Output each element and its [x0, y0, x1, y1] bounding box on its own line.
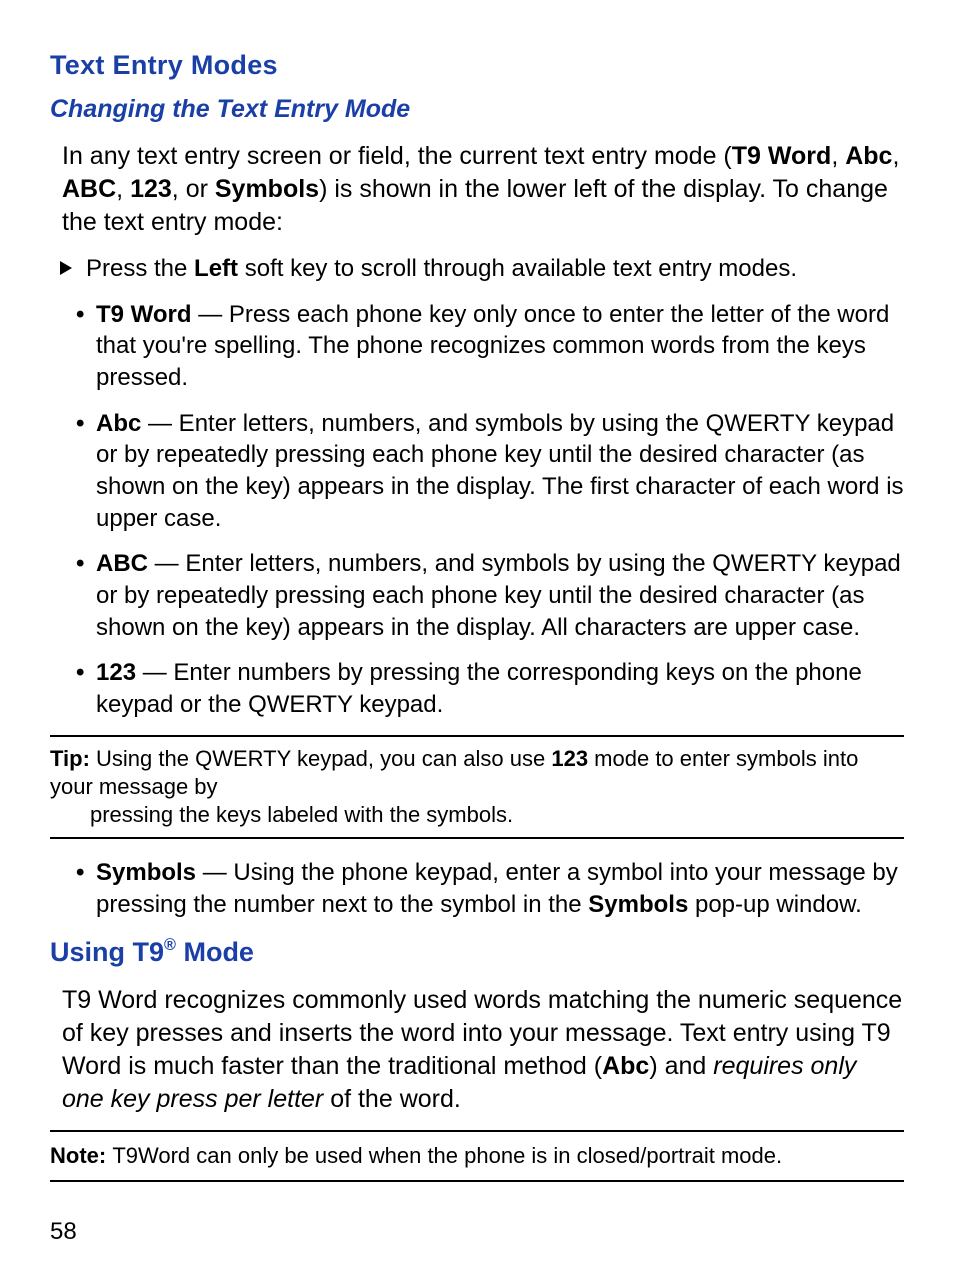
item-desc: — Press each phone key only once to ente… [96, 301, 889, 391]
item-desc: — Enter numbers by pressing the correspo… [96, 659, 862, 718]
mode-123: 123 [551, 746, 588, 771]
text: Press the [86, 255, 194, 282]
text: of the word. [323, 1085, 461, 1113]
text: , or [172, 175, 215, 203]
item-name: Symbols [96, 859, 196, 886]
page-number: 58 [50, 1218, 904, 1246]
subheading-changing-mode: Changing the Text Entry Mode [50, 95, 904, 124]
mode-t9word: T9 Word [732, 142, 832, 170]
intro-paragraph: In any text entry screen or field, the c… [62, 140, 904, 239]
mode-abc-mixed: Abc [845, 142, 892, 170]
item-desc: — Enter letters, numbers, and symbols by… [96, 410, 904, 532]
item-desc: — Enter letters, numbers, and symbols by… [96, 550, 901, 640]
item-name: ABC [96, 550, 148, 577]
list-item: 123 — Enter numbers by pressing the corr… [76, 657, 904, 720]
mode-list-2: Symbols — Using the phone keypad, enter … [76, 857, 904, 920]
list-item: T9 Word — Press each phone key only once… [76, 299, 904, 394]
text: ) and [649, 1052, 713, 1080]
instruction-text: Press the Left soft key to scroll throug… [86, 253, 797, 285]
list-item: Symbols — Using the phone keypad, enter … [76, 857, 904, 920]
mode-abc: Abc [602, 1052, 649, 1080]
mode-symbols: Symbols [215, 175, 319, 203]
mode-list: T9 Word — Press each phone key only once… [76, 299, 904, 721]
heading-text-entry-modes: Text Entry Modes [50, 50, 904, 81]
instruction-press-left: Press the Left soft key to scroll throug… [58, 253, 904, 285]
list-item: ABC — Enter letters, numbers, and symbol… [76, 548, 904, 643]
text: , [116, 175, 130, 203]
tip-label: Tip: [50, 746, 96, 771]
item-name: Abc [96, 410, 141, 437]
text: pressing the keys labeled with the symbo… [50, 801, 904, 829]
note-callout: Note: T9Word can only be used when the p… [50, 1130, 904, 1182]
key-left: Left [194, 255, 238, 282]
registered-icon: ® [164, 936, 176, 954]
symbols-bold: Symbols [588, 891, 688, 918]
text: soft key to scroll through available tex… [238, 255, 797, 282]
text: , [831, 142, 845, 170]
list-item: Abc — Enter letters, numbers, and symbol… [76, 408, 904, 535]
t9-paragraph: T9 Word recognizes commonly used words m… [62, 984, 904, 1116]
text: T9Word can only be used when the phone i… [112, 1143, 782, 1168]
text: , [892, 142, 899, 170]
text: Using T9 [50, 937, 164, 967]
mode-123: 123 [130, 175, 172, 203]
item-name: 123 [96, 659, 136, 686]
text: Using the QWERTY keypad, you can also us… [96, 746, 551, 771]
triangle-right-icon [58, 260, 74, 276]
tip-callout: Tip: Using the QWERTY keypad, you can al… [50, 735, 904, 839]
heading-using-t9: Using T9® Mode [50, 937, 904, 968]
text: pop-up window. [688, 891, 861, 918]
note-label: Note: [50, 1143, 112, 1168]
item-name: T9 Word [96, 301, 192, 328]
mode-abc-upper: ABC [62, 175, 116, 203]
text: Mode [176, 937, 254, 967]
text: In any text entry screen or field, the c… [62, 142, 732, 170]
